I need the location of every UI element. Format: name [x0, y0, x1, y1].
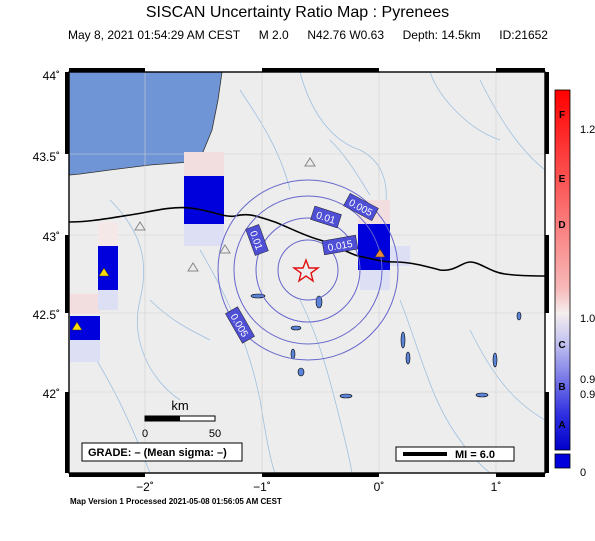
- colorbar: F E D C B A 1.2 1.0 0.9 0.9 0: [554, 89, 595, 479]
- station-triangle-yellow: [98, 267, 110, 277]
- epicenter-star-icon: [291, 258, 321, 283]
- station-triangle-outline: [219, 244, 231, 254]
- scale-max: 50: [209, 428, 221, 440]
- lon-labels: −2˚ −1˚ 0˚ 1˚: [136, 480, 501, 494]
- colorbar-value: 0: [580, 467, 586, 479]
- colorbar-letter: B: [558, 382, 565, 393]
- station-triangle-outline: [187, 262, 199, 272]
- station-triangle-outline: [304, 157, 316, 167]
- lon-label: −2˚: [136, 480, 154, 494]
- lat-label: 44˚: [43, 69, 60, 83]
- mi-legend: MI = 6.0: [395, 446, 515, 462]
- lon-label: 0˚: [374, 480, 385, 494]
- frame-ticks: [65, 68, 549, 477]
- pale-blue-grid-cells: [70, 224, 410, 362]
- event-info: May 8, 2021 01:54:29 AM CEST M 2.0 N42.7…: [68, 28, 548, 42]
- station-triangle-outline: [134, 221, 146, 231]
- rivers: [89, 71, 546, 474]
- colorbar-letter: C: [558, 340, 565, 351]
- colorbar-value: 0.9: [580, 374, 595, 386]
- colorbar-letter: E: [559, 174, 566, 185]
- lat-labels: 44˚ 43.5˚ 43˚ 42.5˚ 42˚: [33, 69, 60, 401]
- lon-label: −1˚: [253, 480, 271, 494]
- grade-box: GRADE: – (Mean sigma: –): [81, 442, 243, 462]
- event-date: May 8, 2021 01:54:29 AM CEST: [68, 28, 241, 42]
- colorbar-letter: D: [558, 220, 565, 231]
- lat-label: 42.5˚: [33, 308, 60, 322]
- station-triangle-yellow: [71, 321, 83, 331]
- lon-label: 1˚: [491, 480, 502, 494]
- contours: [217, 179, 399, 361]
- colorbar-value: 1.0: [580, 313, 595, 325]
- colorbar-letter: F: [559, 110, 565, 121]
- lakes: [250, 293, 522, 399]
- mi-text: MI = 6.0: [455, 449, 495, 461]
- station-triangle-orange: [374, 248, 386, 258]
- scale-min: 0: [142, 428, 148, 440]
- scale-unit: km: [171, 398, 188, 413]
- colorbar-value: 0.9: [580, 389, 595, 401]
- dark-grid-cells: [70, 176, 390, 340]
- map-title: SISCAN Uncertainty Ratio Map : Pyrenees: [145, 4, 450, 21]
- scale-bar: km 0 50: [142, 398, 221, 440]
- event-id: ID:21652: [499, 28, 548, 42]
- event-magnitude: M 2.0: [258, 28, 289, 42]
- contour-label-3: 0.015: [327, 239, 354, 254]
- lat-label: 43.5˚: [33, 150, 60, 164]
- stations: [71, 157, 386, 331]
- lat-label: 43˚: [43, 230, 60, 244]
- grade-text: GRADE: – (Mean sigma: –): [88, 447, 227, 459]
- processing-footer: Map Version 1 Processed 2021-05-08 01:56…: [70, 497, 282, 506]
- pale-grid-cells: [70, 152, 390, 314]
- event-location: N42.76 W0.63: [307, 28, 385, 42]
- event-depth: Depth: 14.5km: [402, 28, 481, 42]
- colorbar-letter: A: [558, 420, 565, 431]
- lat-label: 42˚: [43, 387, 60, 401]
- colorbar-value: 1.2: [580, 124, 595, 136]
